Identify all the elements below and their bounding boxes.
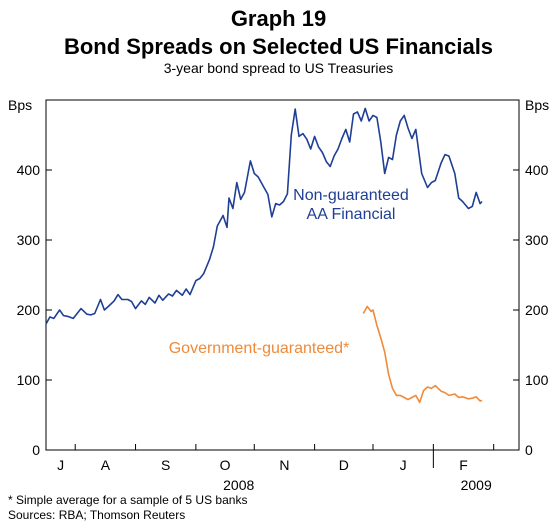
series-line-government-guaranteed bbox=[363, 307, 482, 403]
y-tick-label-left: 400 bbox=[17, 162, 41, 178]
x-month-label: N bbox=[279, 457, 289, 473]
series-line-non-guaranteed bbox=[46, 108, 482, 324]
y-tick-label-right: 100 bbox=[525, 372, 549, 388]
series-layer bbox=[46, 108, 482, 402]
x-month-label: F bbox=[459, 457, 468, 473]
y-tick-label-left: 100 bbox=[17, 372, 41, 388]
series-label-non-guaranteed-line2: AA Financial bbox=[307, 206, 396, 223]
y-tick-label-right: 0 bbox=[525, 442, 533, 458]
y-tick-label-left: 200 bbox=[17, 302, 41, 318]
footnote-sources: Sources: RBA; Thomson Reuters bbox=[8, 508, 185, 522]
x-year-label: 2008 bbox=[223, 477, 254, 493]
x-year-label: 2009 bbox=[461, 477, 492, 493]
y-axis-unit-right: Bps bbox=[525, 97, 549, 113]
x-month-label: S bbox=[161, 457, 170, 473]
series-label-government-guaranteed: Government-guaranteed* bbox=[169, 340, 350, 357]
x-month-label: J bbox=[400, 457, 407, 473]
y-tick-label-right: 200 bbox=[525, 302, 549, 318]
y-tick-label-right: 400 bbox=[525, 162, 549, 178]
y-tick-label-left: 0 bbox=[32, 442, 40, 458]
plot-frame bbox=[46, 100, 519, 450]
footnote-asterisk: * Simple average for a sample of 5 US ba… bbox=[8, 493, 247, 507]
series-label-non-guaranteed-line1: Non-guaranteed bbox=[293, 187, 409, 204]
y-tick-label-right: 300 bbox=[525, 232, 549, 248]
y-axis-unit-left: Bps bbox=[8, 97, 32, 113]
x-month-label: J bbox=[57, 457, 64, 473]
y-tick-label-left: 300 bbox=[17, 232, 41, 248]
axes-layer: 0 0 100 100 200 200 300 300 400 400 J A S O N D J F 2008 20… bbox=[17, 162, 549, 493]
x-month-label: D bbox=[339, 457, 349, 473]
x-month-label: O bbox=[220, 457, 231, 473]
x-month-label: A bbox=[101, 457, 111, 473]
